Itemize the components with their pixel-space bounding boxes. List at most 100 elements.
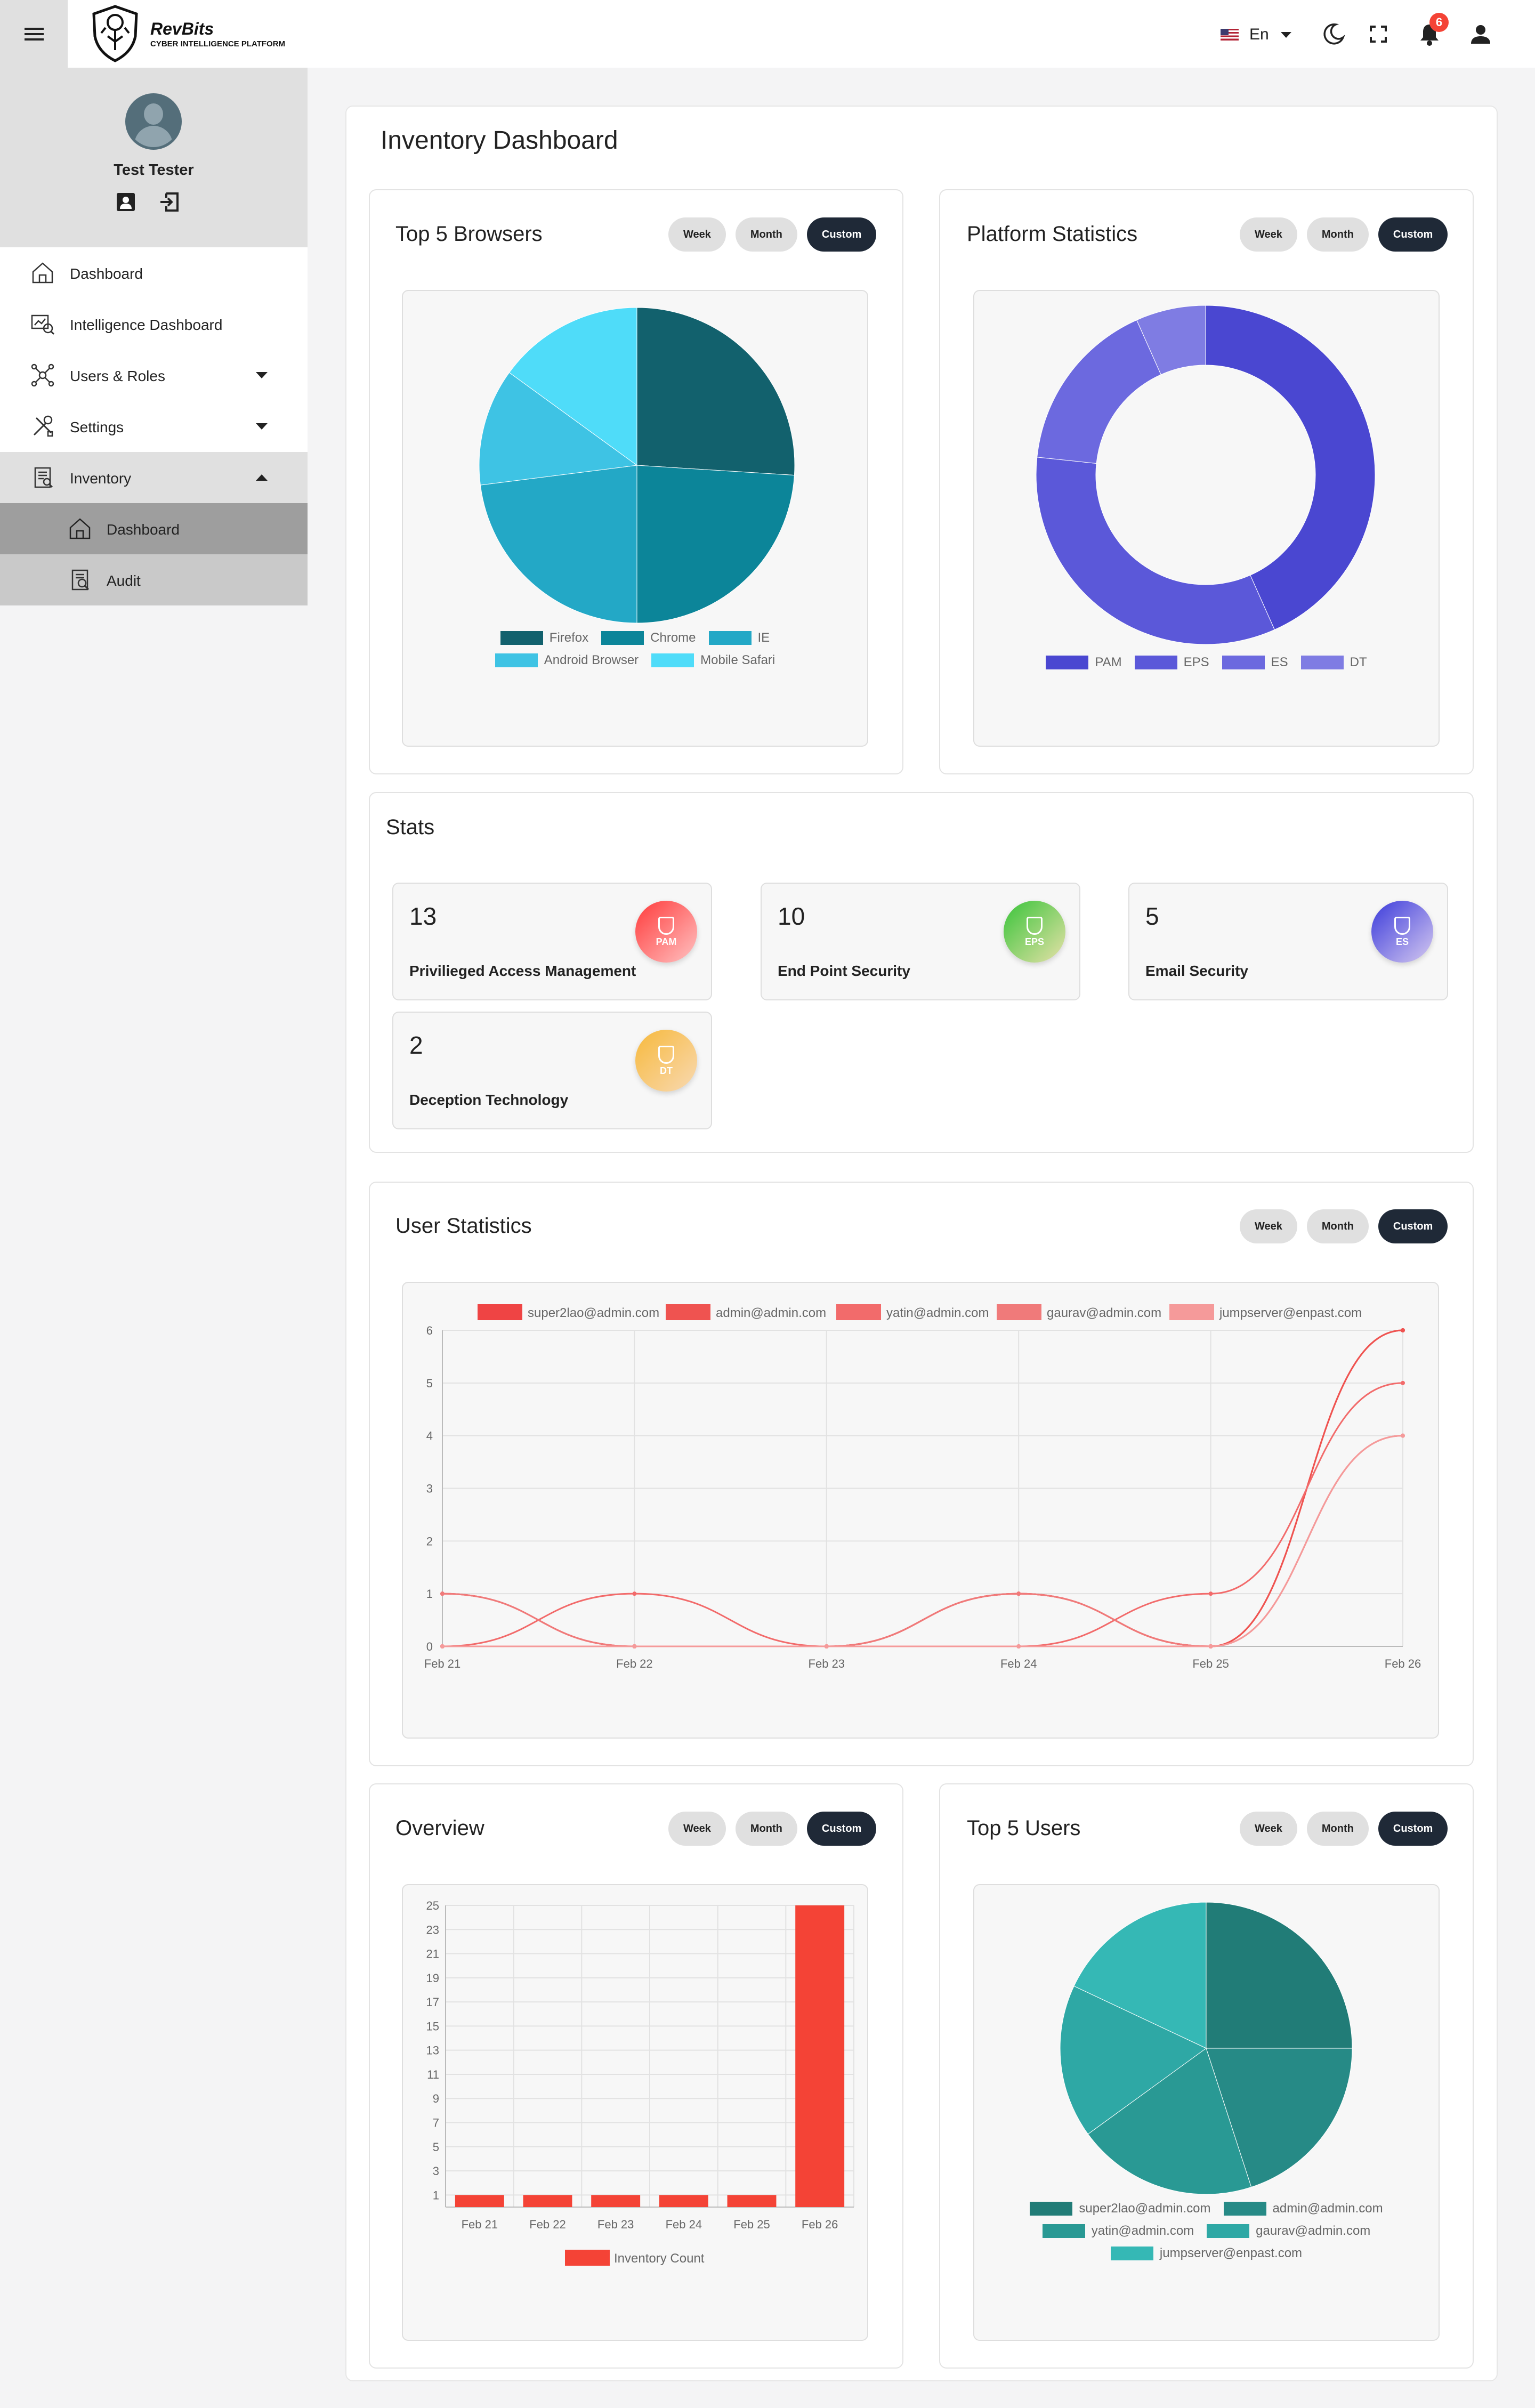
browser-slice-mobile-safari[interactable] bbox=[508, 307, 637, 466]
legend-swatch[interactable] bbox=[997, 1304, 1041, 1320]
browser-slice-chrome[interactable] bbox=[636, 465, 795, 624]
legend-item[interactable]: yatin@admin.com bbox=[1042, 2224, 1194, 2239]
data-point[interactable] bbox=[632, 1644, 637, 1649]
platform-slice-eps[interactable] bbox=[1036, 457, 1275, 645]
legend-swatch[interactable] bbox=[1169, 1304, 1214, 1320]
stat-card-es[interactable]: 5 Email Security ES bbox=[1128, 883, 1448, 1000]
data-point[interactable] bbox=[632, 1591, 637, 1596]
browser-slice-ie[interactable] bbox=[480, 465, 637, 624]
avatar[interactable] bbox=[125, 93, 182, 150]
data-point[interactable] bbox=[1401, 1380, 1405, 1385]
data-point[interactable] bbox=[1208, 1644, 1213, 1649]
sidebar-subitem-dashboard[interactable]: Dashboard bbox=[0, 503, 308, 554]
user-slice-gaurav-admin-com[interactable] bbox=[1060, 1985, 1207, 2135]
legend-item[interactable]: EPS bbox=[1134, 655, 1209, 670]
month-button[interactable]: Month bbox=[1306, 217, 1369, 252]
data-point[interactable] bbox=[1401, 1433, 1405, 1438]
fullscreen-button[interactable] bbox=[1366, 21, 1391, 47]
sidebar-item-settings[interactable]: Settings bbox=[0, 401, 308, 452]
legend-swatch[interactable] bbox=[666, 1304, 710, 1320]
language-selector[interactable]: En bbox=[1221, 24, 1291, 45]
stat-card-dt[interactable]: 2 Deception Technology DT bbox=[392, 1012, 712, 1129]
month-button[interactable]: Month bbox=[1306, 1209, 1369, 1243]
platform-slice-pam[interactable] bbox=[1205, 305, 1376, 631]
legend-item[interactable]: Firefox bbox=[500, 631, 588, 645]
legend-item[interactable]: Mobile Safari bbox=[651, 653, 775, 668]
data-point[interactable] bbox=[440, 1591, 445, 1596]
legend-row: Firefox Chrome IE bbox=[402, 631, 868, 645]
top-users-filter: Week Month Custom bbox=[1240, 1812, 1448, 1846]
legend-label[interactable]: gaurav@admin.com bbox=[1047, 1306, 1161, 1320]
week-button[interactable]: Week bbox=[668, 1812, 726, 1846]
user-slice-jumpserver-enpast-com[interactable] bbox=[1073, 1902, 1207, 2049]
legend-swatch[interactable] bbox=[478, 1304, 522, 1320]
data-point[interactable] bbox=[1401, 1328, 1405, 1332]
month-button[interactable]: Month bbox=[735, 217, 797, 252]
user-slice-super2lao-admin-com[interactable] bbox=[1206, 1902, 1353, 2049]
custom-button[interactable]: Custom bbox=[1378, 1812, 1448, 1846]
month-button[interactable]: Month bbox=[1306, 1812, 1369, 1846]
week-button[interactable]: Week bbox=[1240, 1812, 1297, 1846]
legend-item[interactable]: Android Browser bbox=[495, 653, 639, 668]
legend-item[interactable]: ES bbox=[1222, 655, 1288, 670]
legend-item[interactable]: gaurav@admin.com bbox=[1207, 2224, 1370, 2239]
custom-button[interactable]: Custom bbox=[806, 1812, 877, 1846]
x-tick-label: Feb 22 bbox=[529, 2218, 566, 2231]
legend-item[interactable]: jumpserver@enpast.com bbox=[1110, 2246, 1302, 2261]
legend-label[interactable]: admin@admin.com bbox=[716, 1306, 826, 1320]
legend-label[interactable]: Inventory Count bbox=[614, 2251, 705, 2266]
tools-icon bbox=[33, 415, 53, 437]
browser-slice-firefox[interactable] bbox=[636, 307, 795, 476]
bar[interactable] bbox=[591, 2195, 641, 2207]
sidebar-item-intelligence-dashboard[interactable]: Intelligence Dashboard bbox=[0, 298, 308, 350]
menu-button[interactable] bbox=[0, 0, 68, 68]
legend-swatch[interactable] bbox=[565, 2250, 610, 2266]
data-point[interactable] bbox=[1208, 1591, 1213, 1596]
dark-mode-toggle[interactable] bbox=[1321, 21, 1346, 47]
legend-item[interactable]: PAM bbox=[1046, 655, 1122, 670]
brand-logo[interactable]: RevBits CYBER INTELLIGENCE PLATFORM bbox=[90, 4, 285, 63]
legend-label[interactable]: yatin@admin.com bbox=[886, 1306, 989, 1320]
account-button[interactable] bbox=[1468, 21, 1493, 47]
sidebar-item-users-roles[interactable]: Users & Roles bbox=[0, 350, 308, 401]
legend-item[interactable]: IE bbox=[708, 631, 770, 645]
week-button[interactable]: Week bbox=[1240, 1209, 1297, 1243]
legend-item[interactable]: DT bbox=[1300, 655, 1367, 670]
custom-button[interactable]: Custom bbox=[1378, 217, 1448, 252]
bar[interactable] bbox=[659, 2195, 708, 2207]
user-slice-admin-admin-com[interactable] bbox=[1206, 2048, 1353, 2188]
month-button[interactable]: Month bbox=[735, 1812, 797, 1846]
legend-label[interactable]: super2lao@admin.com bbox=[528, 1306, 659, 1320]
legend-item[interactable]: admin@admin.com bbox=[1223, 2201, 1383, 2216]
legend-item[interactable]: super2lao@admin.com bbox=[1030, 2201, 1211, 2216]
sidebar-item-dashboard[interactable]: Dashboard bbox=[0, 247, 308, 298]
series-line-jumpserver-enpast-com[interactable] bbox=[442, 1435, 1403, 1647]
stat-card-eps[interactable]: 10 End Point Security EPS bbox=[761, 883, 1080, 1000]
sidebar-item-inventory[interactable]: Inventory bbox=[0, 452, 308, 503]
bar[interactable] bbox=[727, 2195, 777, 2207]
data-point[interactable] bbox=[824, 1644, 829, 1649]
legend-swatch[interactable] bbox=[836, 1304, 881, 1320]
contact-card-icon[interactable] bbox=[115, 191, 136, 213]
data-point[interactable] bbox=[1016, 1591, 1021, 1596]
logout-icon[interactable] bbox=[159, 191, 180, 213]
week-button[interactable]: Week bbox=[668, 217, 726, 252]
week-button[interactable]: Week bbox=[1240, 217, 1297, 252]
sidebar-subitem-audit[interactable]: Audit bbox=[0, 554, 308, 605]
custom-button[interactable]: Custom bbox=[806, 217, 877, 252]
platform-slice-dt[interactable] bbox=[1136, 305, 1206, 375]
legend-item[interactable]: Chrome bbox=[601, 631, 696, 645]
person-icon bbox=[1471, 25, 1490, 44]
stat-card-pam[interactable]: 13 Privilieged Access Management PAM bbox=[392, 883, 712, 1000]
browser-slice-android-browser[interactable] bbox=[479, 372, 638, 486]
bar[interactable] bbox=[523, 2195, 572, 2207]
user-slice-yatin-admin-com[interactable] bbox=[1087, 2048, 1252, 2195]
custom-button[interactable]: Custom bbox=[1378, 1209, 1448, 1243]
data-point[interactable] bbox=[1016, 1644, 1021, 1649]
bar[interactable] bbox=[455, 2195, 504, 2207]
legend-label[interactable]: jumpserver@enpast.com bbox=[1219, 1306, 1362, 1320]
platform-slice-es[interactable] bbox=[1037, 319, 1161, 464]
series-line-yatin-admin-com[interactable] bbox=[442, 1382, 1403, 1647]
data-point[interactable] bbox=[440, 1644, 445, 1649]
bar[interactable] bbox=[795, 1905, 845, 2207]
